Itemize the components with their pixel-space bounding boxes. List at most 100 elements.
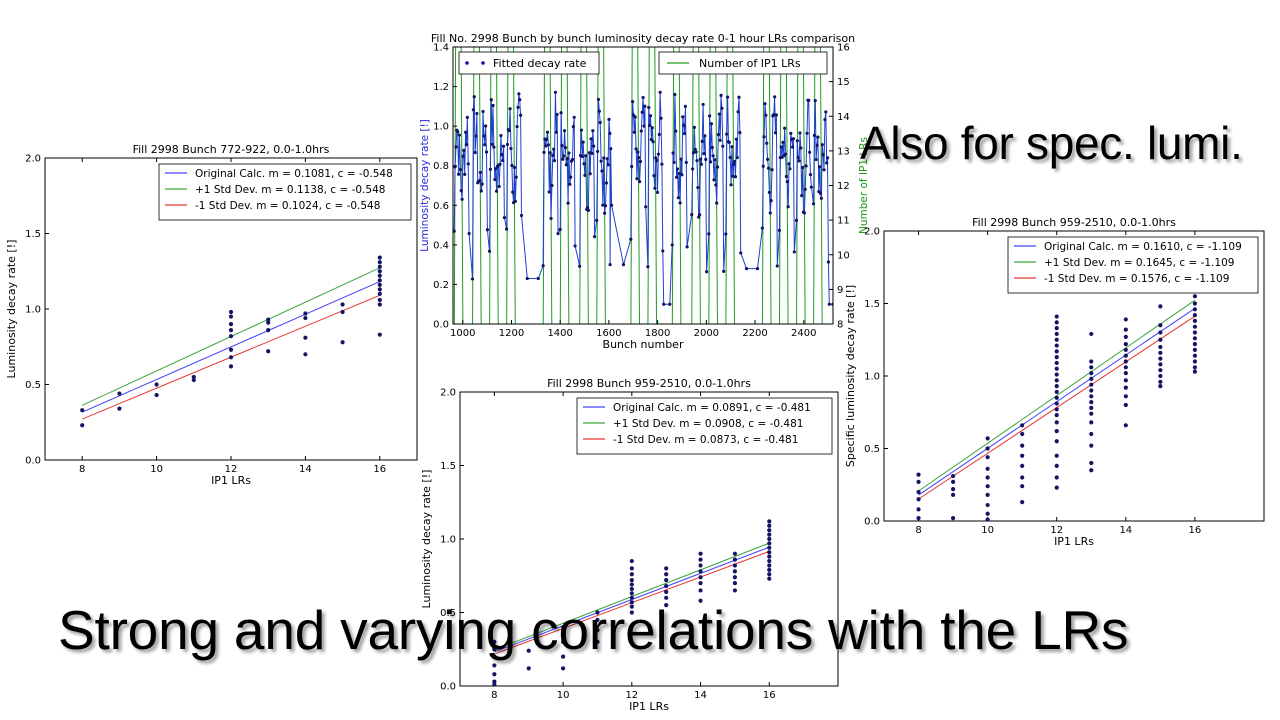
y-tick-label: 0.8 — [433, 161, 449, 172]
data-point — [1020, 500, 1025, 505]
data-point — [1054, 475, 1059, 480]
decay-rate-point — [670, 243, 674, 247]
decay-rate-point — [659, 116, 663, 120]
decay-rate-point — [479, 189, 483, 193]
decay-rate-point — [570, 157, 575, 162]
data-point — [985, 475, 990, 480]
decay-rate-point — [596, 97, 601, 102]
decay-rate-point — [550, 183, 554, 188]
decay-rate-point — [770, 168, 774, 172]
decay-rate-point — [509, 146, 513, 151]
data-point — [228, 314, 234, 319]
decay-rate-point — [695, 158, 699, 163]
y2-tick-label: 10 — [837, 250, 850, 261]
decay-rate-point — [568, 182, 572, 186]
decay-rate-point — [505, 142, 510, 147]
decay-rate-point — [472, 95, 476, 99]
data-point — [266, 317, 271, 322]
decay-rate-point — [825, 161, 829, 165]
decay-rate-point — [582, 162, 586, 166]
data-point — [1054, 331, 1059, 337]
data-point — [560, 639, 566, 644]
decay-rate-point — [652, 174, 656, 178]
decay-rate-point — [459, 188, 463, 193]
data-point — [228, 328, 234, 333]
data-point — [1123, 402, 1128, 408]
y-tick-label: 2.0 — [864, 227, 880, 238]
data-point — [154, 392, 159, 398]
decay-rate-point — [730, 145, 734, 149]
decay-rate-point — [657, 132, 661, 137]
decay-rate-point — [713, 158, 717, 162]
decay-rate-point — [583, 173, 587, 177]
decay-rate-point — [773, 95, 777, 99]
x-tick-label: 14 — [299, 464, 312, 475]
decay-rate-point — [763, 102, 767, 106]
data-point — [732, 551, 738, 556]
decay-rate-point — [682, 123, 686, 127]
x-tick-label: 2200 — [742, 328, 767, 339]
data-point — [698, 575, 703, 580]
decay-rate-point — [485, 228, 489, 232]
y-tick-label: 0.5 — [440, 608, 456, 619]
decay-rate-point — [789, 131, 793, 135]
data-point — [698, 588, 703, 593]
decay-rate-point — [571, 125, 575, 129]
data-point — [916, 489, 921, 495]
data-point — [698, 563, 703, 568]
data-point — [1158, 304, 1163, 309]
decay-rate-point — [783, 152, 788, 156]
decay-rate-point — [643, 104, 647, 108]
data-point — [629, 566, 634, 571]
data-point — [340, 340, 345, 345]
data-point — [228, 334, 234, 339]
data-point — [1089, 388, 1094, 393]
decay-rate-point — [781, 140, 785, 144]
data-point — [767, 558, 772, 564]
decay-rate-point — [739, 251, 743, 255]
x-tick-label: 2400 — [791, 328, 816, 339]
legend-label: +1 Std Dev. m = 0.1645, c = -1.109 — [1044, 257, 1234, 269]
decay-rate-point — [548, 151, 552, 155]
data-point — [595, 610, 600, 615]
data-point — [629, 604, 634, 609]
decay-rate-point — [800, 194, 804, 198]
decay-rate-point — [493, 177, 497, 182]
decay-rate-point — [710, 145, 714, 150]
decay-rate-point — [487, 249, 492, 253]
decay-rate-point — [736, 110, 740, 114]
decay-rate-point — [827, 302, 831, 306]
x-tick-label: 10 — [981, 525, 994, 536]
data-point — [1054, 429, 1059, 434]
data-point — [1192, 353, 1198, 358]
data-point — [985, 466, 990, 471]
x-tick-label: 16 — [373, 464, 386, 475]
legend-label: Original Calc. m = 0.0891, c = -0.481 — [613, 402, 811, 414]
decay-rate-point — [787, 162, 791, 166]
decay-rate-point — [519, 113, 523, 117]
chart-title: Fill 2998 Bunch 959-2510, 0.0-1.0hrs — [547, 377, 751, 390]
decay-rate-point — [566, 201, 570, 205]
decay-rate-point — [711, 154, 715, 158]
data-point — [664, 566, 669, 571]
chart-svg: Fill No. 2998 Bunch by bunch luminosity … — [419, 32, 870, 351]
decay-rate-point — [775, 264, 779, 268]
decay-rate-point — [502, 216, 507, 220]
data-point — [950, 487, 956, 492]
decay-rate-point — [559, 111, 563, 115]
decay-rate-point — [563, 145, 568, 150]
decay-rate-point — [674, 129, 678, 133]
decay-rate-point — [630, 100, 635, 104]
legend-box — [1007, 236, 1259, 294]
data-point — [1089, 331, 1094, 337]
decay-rate-point — [544, 144, 548, 148]
data-point — [377, 264, 382, 269]
decay-rate-point — [655, 158, 659, 163]
x-tick-label: 1000 — [450, 328, 475, 339]
data-point — [1192, 294, 1198, 299]
data-point — [985, 517, 990, 522]
data-point — [1123, 371, 1128, 376]
decay-rate-point — [784, 174, 789, 179]
decay-rate-point — [680, 173, 684, 177]
data-point — [526, 648, 531, 653]
